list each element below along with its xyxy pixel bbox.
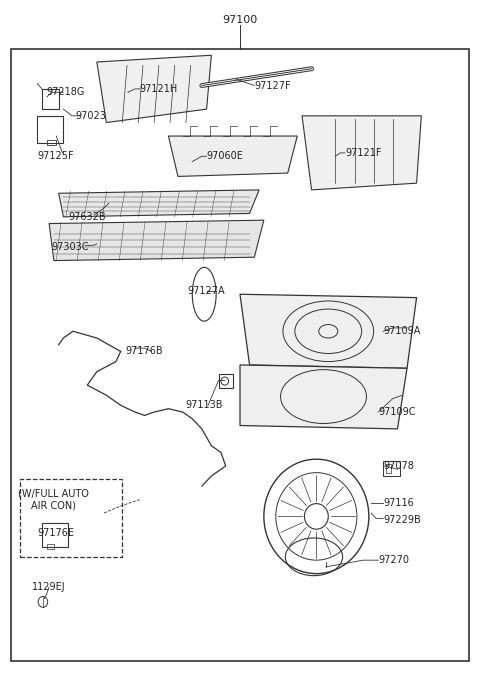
Bar [37, 116, 63, 143]
Bar [42, 89, 59, 109]
Text: 1129EJ: 1129EJ [33, 582, 66, 592]
Bar [386, 464, 391, 473]
Text: 97229B: 97229B [383, 514, 421, 525]
Text: (W/FULL AUTO
AIR CON): (W/FULL AUTO AIR CON) [18, 489, 89, 510]
Polygon shape [240, 294, 417, 368]
Polygon shape [302, 116, 421, 190]
Text: 97632B: 97632B [68, 212, 106, 222]
Text: 97113B: 97113B [185, 400, 223, 410]
Bar [42, 523, 68, 547]
Text: 97116: 97116 [383, 498, 414, 508]
Text: 97023: 97023 [75, 111, 106, 121]
Text: 97109A: 97109A [383, 327, 420, 336]
Text: 97176E: 97176E [38, 528, 75, 538]
Bar [47, 140, 56, 145]
Text: 97125F: 97125F [37, 151, 74, 162]
Bar [20, 479, 122, 557]
Polygon shape [49, 220, 264, 260]
Text: 97127A: 97127A [188, 286, 225, 296]
Polygon shape [59, 190, 259, 217]
Bar [47, 544, 54, 550]
Text: 97270: 97270 [378, 555, 409, 565]
Bar [218, 374, 233, 389]
Bar [383, 461, 400, 476]
Polygon shape [97, 55, 211, 122]
Text: 97303C: 97303C [51, 242, 89, 252]
Text: 97121H: 97121H [140, 84, 178, 94]
Text: 97121F: 97121F [345, 148, 382, 158]
Text: 97127F: 97127F [254, 80, 291, 91]
Text: 97109C: 97109C [378, 407, 416, 417]
Text: 97218G: 97218G [47, 87, 85, 97]
Polygon shape [168, 136, 297, 176]
Text: 97176B: 97176B [125, 347, 163, 356]
Text: 97078: 97078 [383, 461, 414, 471]
Polygon shape [240, 365, 407, 429]
Text: 97100: 97100 [222, 15, 258, 25]
Text: 97060E: 97060E [206, 151, 243, 162]
